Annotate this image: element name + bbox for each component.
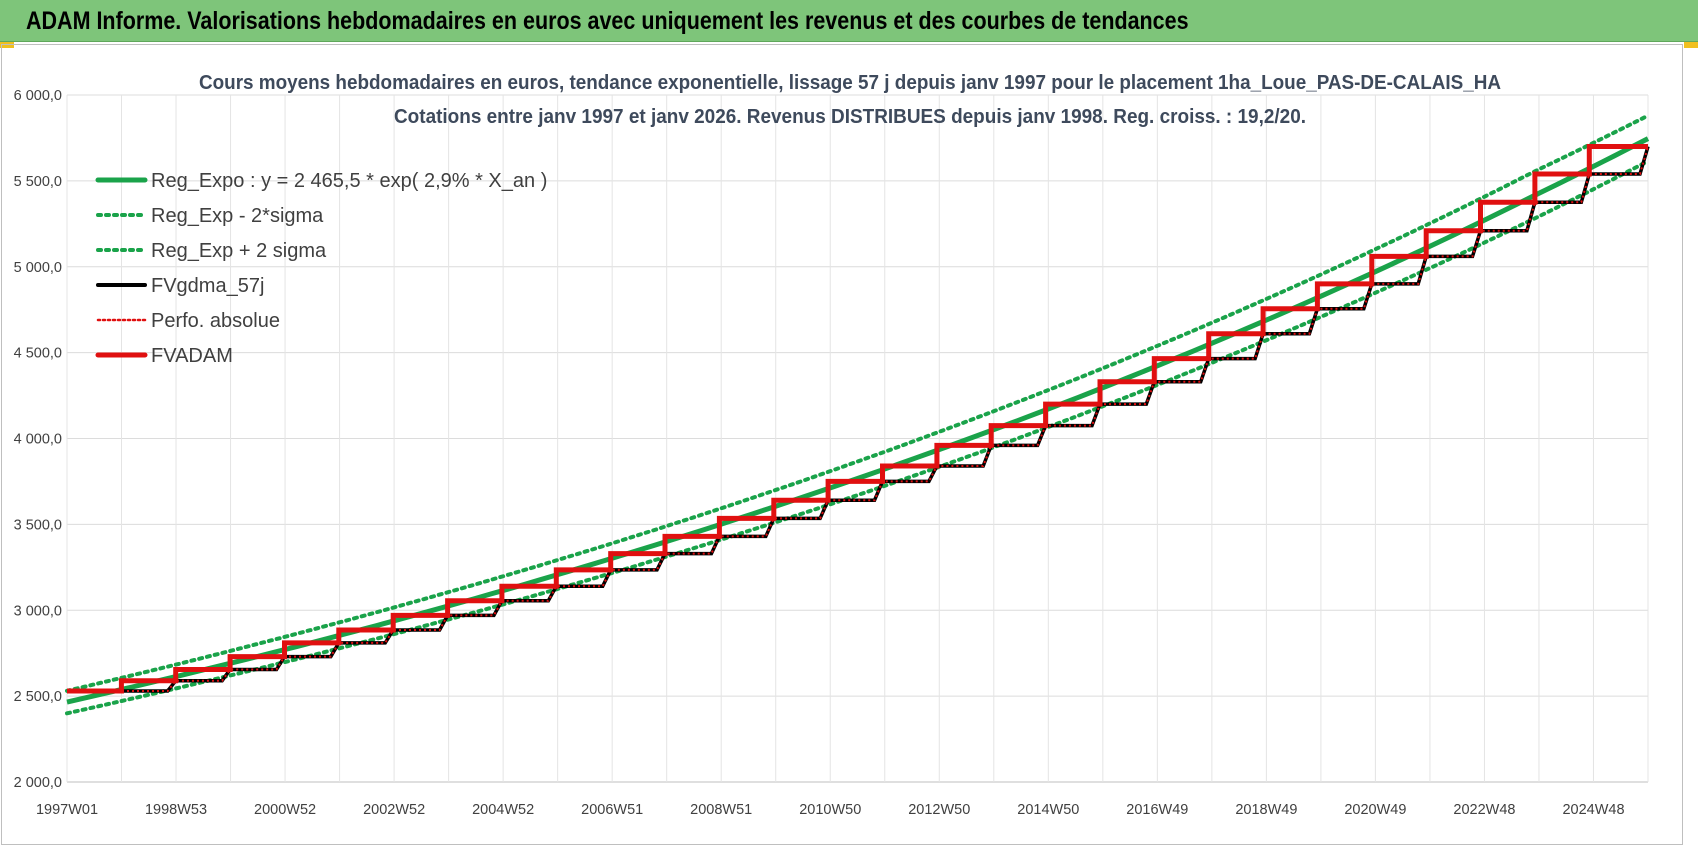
legend-label: Reg_Expo : y = 2 465,5 * exp( 2,9% * X_a… — [151, 170, 547, 192]
series-fvadam — [67, 144, 1648, 694]
x-tick-label: 2000W52 — [254, 802, 316, 818]
y-tick-label: 5 500,0 — [14, 174, 62, 190]
legend-label: FVADAM — [151, 345, 233, 367]
x-tick-label: 2006W51 — [581, 802, 643, 818]
y-tick-label: 2 000,0 — [14, 775, 62, 791]
y-tick-label: 3 500,0 — [14, 517, 62, 533]
series-reg-exp-minus-2sigma — [65, 159, 1650, 716]
x-tick-label: 2022W48 — [1453, 802, 1515, 818]
x-tick-label: 2010W50 — [799, 802, 861, 818]
chart-subtitle: Cotations entre janv 1997 et janv 2026. … — [394, 106, 1306, 128]
x-tick-label: 2002W52 — [363, 802, 425, 818]
x-tick-label: 2012W50 — [908, 802, 970, 818]
y-tick-label: 5 000,0 — [14, 260, 62, 276]
chart-title: Cours moyens hebdomadaires en euros, ten… — [199, 72, 1501, 94]
legend-label: Reg_Exp - 2*sigma — [151, 205, 324, 227]
plot-area — [65, 113, 1650, 716]
page-header: ADAM Informe. Valorisations hebdomadaire… — [0, 0, 1698, 42]
y-tick-label: 6 000,0 — [14, 88, 62, 104]
legend-label: FVgdma_57j — [151, 275, 264, 297]
x-tick-label: 2018W49 — [1235, 802, 1297, 818]
series-fvgdma-57j — [67, 146, 1650, 693]
y-tick-label: 2 500,0 — [14, 689, 62, 705]
y-tick-label: 3 000,0 — [14, 603, 62, 619]
corner-marker-left — [0, 42, 14, 48]
x-tick-label: 1998W53 — [145, 802, 207, 818]
y-tick-label: 4 000,0 — [14, 432, 62, 448]
x-tick-label: 2008W51 — [690, 802, 752, 818]
legend-label: Reg_Exp + 2 sigma — [151, 240, 327, 262]
corner-marker-right — [1684, 42, 1698, 48]
x-axis: 1997W01 1998W53 2000W52 2002W52 2004W52 2006W… — [36, 802, 1625, 818]
legend: Reg_Expo : y = 2 465,5 * exp( 2,9% * X_a… — [95, 170, 547, 367]
series-perfo-absolue — [67, 146, 1649, 692]
x-tick-label: 2024W48 — [1562, 802, 1624, 818]
x-tick-label: 2020W49 — [1344, 802, 1406, 818]
page-title: ADAM Informe. Valorisations hebdomadaire… — [26, 7, 1189, 35]
y-tick-label: 4 500,0 — [14, 346, 62, 362]
x-tick-label: 2014W50 — [1017, 802, 1079, 818]
x-tick-label: 2016W49 — [1126, 802, 1188, 818]
y-axis: 2 000,0 2 500,0 3 000,0 3 500,0 4 000,0 4 500… — [14, 88, 62, 791]
x-tick-label: 1997W01 — [36, 802, 98, 818]
x-tick-label: 2004W52 — [472, 802, 534, 818]
legend-label: Perfo. absolue — [151, 310, 280, 332]
grid — [66, 94, 1649, 783]
chart-frame — [1, 44, 1683, 845]
series-reg-exp-plus-2sigma — [65, 113, 1650, 693]
